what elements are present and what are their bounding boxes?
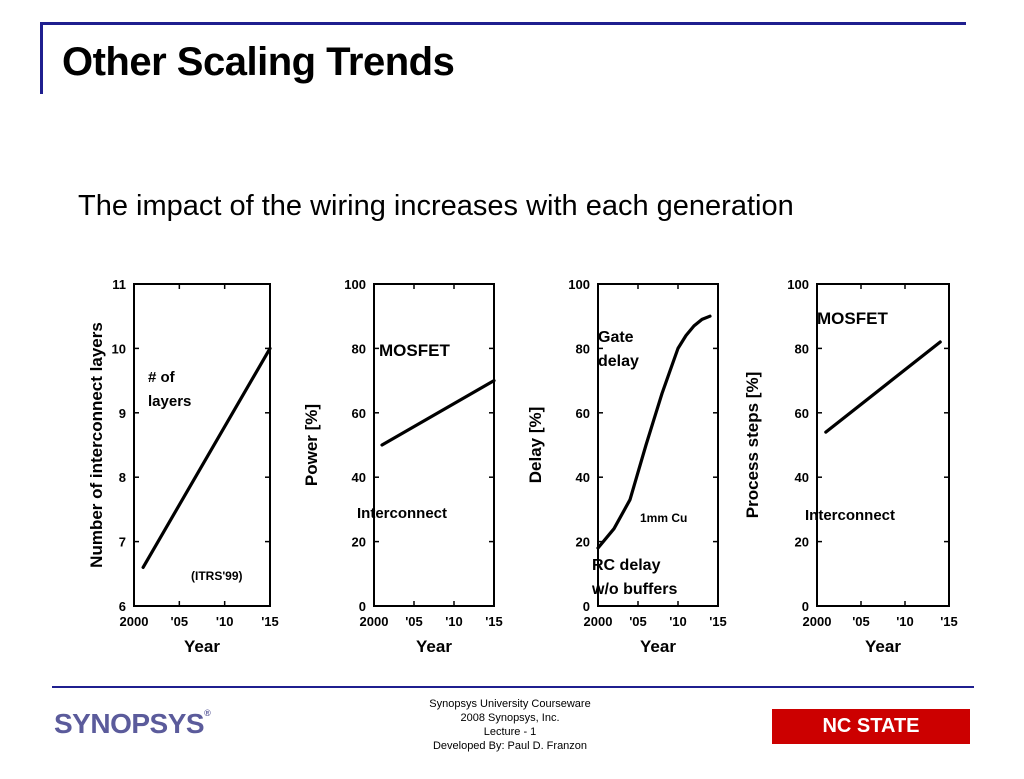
y-tick-label: 20 (576, 535, 590, 550)
x-tick-label: '15 (940, 614, 958, 629)
x-tick-label: '05 (171, 614, 189, 629)
x-tick-label: 2000 (803, 614, 832, 629)
y-tick-label: 10 (112, 341, 126, 356)
y-tick-label: 60 (352, 406, 366, 421)
y-tick-label: 80 (795, 341, 809, 356)
chart-svg: 6 7 8 9 10 11 2000 '05 '10 '15 Year Number of inter… (87, 277, 279, 656)
footer-line-3: Lecture - 1 (483, 726, 537, 738)
x-tick-label: '15 (261, 614, 279, 629)
x-tick-label: '05 (405, 614, 423, 629)
y-tick-label: 20 (352, 535, 366, 550)
series-line (380, 379, 496, 447)
x-tick-label: '15 (485, 614, 503, 629)
footer-line-4: Developed By: Paul D. Franzon (432, 740, 588, 752)
x-tick-label: '10 (445, 614, 463, 629)
y-axis-label: Power [%] (302, 404, 321, 486)
y-axis-label: Process steps [%] (743, 372, 762, 518)
chart-svg: 0 20 40 60 80 100 2000 '05 '10 '15 Year Delay [%] Ga… (526, 277, 727, 656)
chart-annotation: Interconnect (357, 505, 447, 522)
y-axis-label: Delay [%] (526, 407, 545, 484)
y-tick-label: 80 (352, 341, 366, 356)
left-rule (40, 22, 43, 94)
top-rule (40, 22, 966, 25)
plot-frame (597, 283, 719, 607)
x-tick-label: 2000 (584, 614, 613, 629)
y-tick-label: 9 (119, 406, 126, 421)
chart-annotation: w/o buffers (591, 581, 677, 598)
series-line (596, 314, 712, 550)
x-tick-label: '10 (669, 614, 687, 629)
y-tick-label: 40 (352, 470, 366, 485)
x-axis-label: Year (640, 637, 676, 656)
y-tick-label: 7 (119, 535, 126, 550)
y-tick-label: 6 (119, 599, 126, 614)
footer-credits: Synopsys University Courseware 2008 Syno… (395, 697, 625, 753)
chart-annotation: # of (148, 369, 176, 386)
x-tick-label: '05 (852, 614, 870, 629)
y-tick-label: 0 (359, 599, 366, 614)
x-axis-label: Year (416, 637, 452, 656)
plot-frame (133, 283, 271, 607)
synopsys-logo: SYNOPSYS® (54, 708, 211, 739)
x-axis-label: Year (184, 637, 220, 656)
chart-annotation: (ITRS'99) (191, 569, 243, 583)
y-tick-label: 60 (795, 406, 809, 421)
chart-annotation: RC delay (592, 557, 661, 574)
y-tick-label: 80 (576, 341, 590, 356)
y-tick-label: 60 (576, 406, 590, 421)
chart-annotation: Gate (598, 329, 634, 346)
chart-annotation: 1mm Cu (640, 511, 687, 525)
x-tick-label: 2000 (360, 614, 389, 629)
chart-annotation: delay (598, 353, 639, 370)
chart-delay: 0 20 40 60 80 100 2000 '05 '10 '15 Year Delay [%] Ga… (520, 268, 738, 673)
x-axis-label: Year (865, 637, 901, 656)
chart-interconnect-layers: 6 7 8 9 10 11 2000 '05 '10 '15 Year Number of inter… (74, 268, 279, 673)
y-tick-label: 0 (802, 599, 809, 614)
y-tick-label: 100 (787, 277, 809, 292)
x-tick-label: '10 (896, 614, 914, 629)
y-tick-label: 100 (568, 277, 590, 292)
series-line (824, 340, 942, 434)
y-tick-label: 20 (795, 535, 809, 550)
chart-power: 0 20 40 60 80 100 2000 '05 '10 '15 Year Power [%] MO… (297, 268, 519, 673)
chart-annotation: layers (148, 393, 191, 410)
chart-annotation: MOSFET (817, 309, 888, 328)
x-tick-label: '10 (216, 614, 234, 629)
footer-line-2: 2008 Synopsys, Inc. (460, 712, 560, 724)
y-axis-label: Number of interconnect layers (87, 322, 106, 568)
y-tick-label: 100 (344, 277, 366, 292)
y-tick-label: 40 (576, 470, 590, 485)
x-tick-label: '15 (709, 614, 727, 629)
y-tick-label: 11 (112, 277, 126, 292)
chart-svg: 0 20 40 60 80 100 2000 '05 '10 '15 Year Power [%] MO… (302, 277, 503, 656)
footer-line-1: Synopsys University Courseware (429, 698, 591, 710)
y-tick-label: 8 (119, 470, 126, 485)
chart-svg: 0 20 40 60 80 100 2000 '05 '10 '15 Year Process ste… (743, 277, 958, 656)
x-tick-label: 2000 (120, 614, 149, 629)
ncstate-logo: NC STATE UNIVERSITY (772, 709, 970, 772)
y-tick-label: 40 (795, 470, 809, 485)
series-line (141, 346, 272, 569)
chart-process-steps: 0 20 40 60 80 100 2000 '05 '10 '15 Year Process ste… (740, 268, 962, 673)
plot-frame (373, 283, 495, 607)
slide-subtitle: The impact of the wiring increases with … (78, 190, 794, 222)
x-tick-label: '05 (629, 614, 647, 629)
chart-annotation: Interconnect (805, 507, 895, 524)
chart-annotation: MOSFET (379, 341, 450, 360)
slide-title: Other Scaling Trends (62, 40, 455, 84)
y-tick-label: 0 (583, 599, 590, 614)
plot-frame (816, 283, 950, 607)
bottom-rule (52, 686, 974, 688)
